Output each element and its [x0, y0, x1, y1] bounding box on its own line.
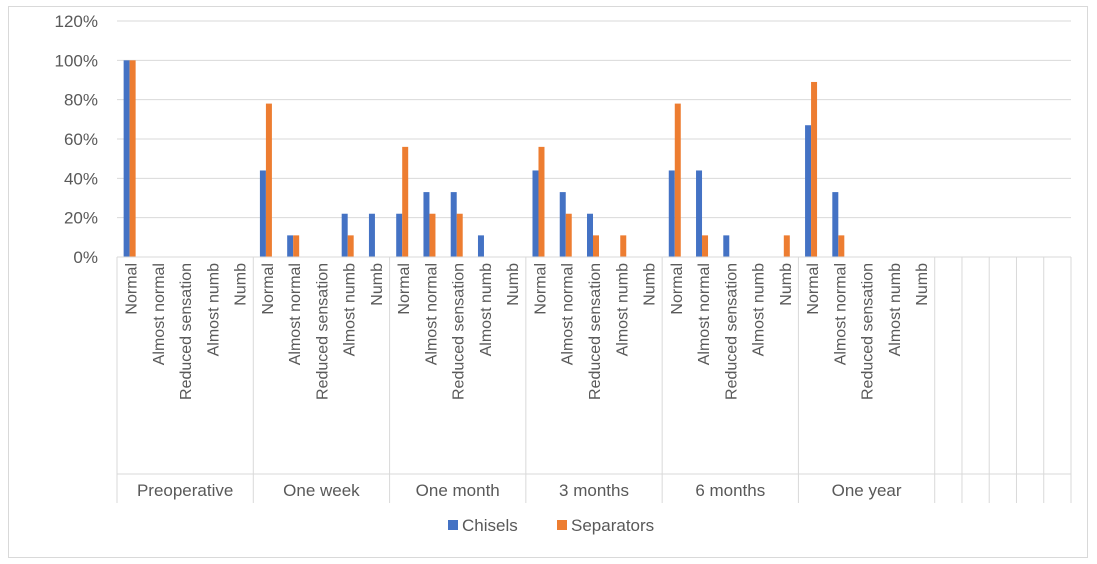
bar-chisels	[532, 170, 539, 257]
category-label: Normal	[532, 263, 549, 315]
category-label: Normal	[124, 263, 141, 315]
bar-separators	[811, 81, 818, 257]
bar-chisels	[832, 192, 839, 257]
bar-chisels	[723, 235, 730, 257]
bar-separators	[674, 103, 681, 257]
bar-separators	[783, 235, 790, 257]
bar-separators	[838, 235, 845, 257]
x-axis: Normal Almost normal Reduced sensation Almo…	[116, 256, 1072, 503]
gridlines	[117, 20, 1071, 219]
group-label: One week	[283, 481, 360, 500]
category-label: Almost numb	[614, 263, 631, 356]
bar-separators	[129, 60, 136, 258]
y-tick-label: 0%	[73, 248, 98, 267]
bar-chisels	[668, 170, 675, 257]
group-label: One month	[416, 481, 500, 500]
category-label: Almost numb	[887, 263, 904, 356]
category-label: Almost numb	[751, 263, 768, 356]
group-label: 6 months	[695, 481, 765, 500]
bar-separators	[265, 103, 272, 257]
bar-chisels	[123, 60, 130, 258]
category-label: Almost normal	[696, 263, 713, 365]
y-tick-label: 120%	[55, 12, 98, 31]
category-label: Numb	[369, 263, 386, 306]
bar-separators	[565, 213, 572, 257]
group-label: Preoperative	[137, 481, 233, 500]
y-tick-label: 60%	[64, 130, 98, 149]
category-label: Reduced sensation	[314, 263, 331, 400]
category-label: Almost normal	[560, 263, 577, 365]
category-label: Normal	[396, 263, 413, 315]
bar-chisels	[587, 213, 593, 257]
category-label: Numb	[914, 263, 931, 306]
bar-separators	[456, 213, 463, 257]
category-label: Numb	[233, 263, 250, 306]
category-label: Reduced sensation	[451, 263, 468, 400]
y-tick-label: 20%	[64, 209, 98, 228]
bar-chisels	[396, 213, 403, 257]
category-label: Almost normal	[832, 263, 849, 365]
category-label: Normal	[805, 263, 822, 315]
legend-label: Chisels	[462, 516, 518, 535]
bar-separators	[593, 235, 599, 257]
category-label: Reduced sensation	[723, 263, 740, 400]
category-label: Almost normal	[151, 263, 168, 365]
group-label: 3 months	[559, 481, 629, 500]
chart-frame	[8, 6, 1088, 558]
category-label: Reduced sensation	[178, 263, 195, 400]
legend-swatch-chisels	[448, 520, 458, 530]
y-tick-label: 100%	[55, 51, 98, 70]
category-label: Almost numb	[205, 263, 222, 356]
group-label: One year	[832, 481, 902, 500]
category-label: Almost normal	[287, 263, 304, 365]
category-label: Almost normal	[423, 263, 440, 365]
bar-separators	[347, 235, 354, 257]
legend-swatch-separators	[557, 520, 567, 530]
bar-separators	[293, 235, 300, 257]
bar-chisels	[477, 235, 484, 257]
bar-chisels	[423, 192, 430, 257]
category-label: Reduced sensation	[860, 263, 877, 400]
bar-chisels	[259, 170, 266, 257]
category-label: Numb	[505, 263, 522, 306]
bar-chisels	[805, 125, 812, 257]
bar-chisels	[696, 170, 703, 257]
y-tick-label: 40%	[64, 169, 98, 188]
bar-separators	[538, 146, 545, 257]
category-label: Almost numb	[342, 263, 359, 356]
y-axis: 0% 20% 40% 60% 80% 100% 120%	[55, 12, 98, 267]
bar-separators	[429, 213, 436, 257]
bar-separators	[702, 235, 709, 257]
y-tick-label: 80%	[64, 91, 98, 110]
category-label: Numb	[642, 263, 659, 306]
bar-chisels	[287, 235, 294, 257]
bar-chisels	[559, 192, 566, 257]
category-label: Normal	[669, 263, 686, 315]
bar-chisels	[368, 213, 375, 257]
legend: Chisels Separators	[448, 516, 654, 535]
bars	[123, 60, 845, 258]
category-label: Numb	[778, 263, 795, 306]
bar-separators	[402, 146, 409, 257]
category-label: Almost numb	[478, 263, 495, 356]
category-label: Reduced sensation	[587, 263, 604, 400]
bar-chisels	[341, 213, 348, 257]
bar-chisels	[450, 192, 457, 257]
category-label: Normal	[260, 263, 277, 315]
bar-separators	[620, 235, 627, 257]
legend-label: Separators	[571, 516, 654, 535]
